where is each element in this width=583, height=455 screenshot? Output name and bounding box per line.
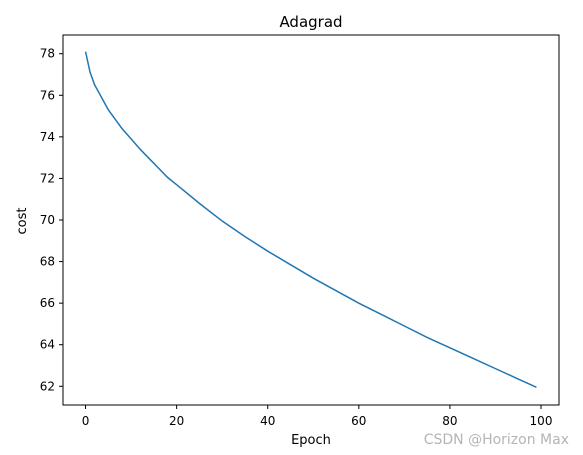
x-tick-label: 0 [82, 414, 90, 428]
chart-title: Adagrad [279, 13, 342, 31]
x-tick-label: 20 [169, 414, 184, 428]
x-axis-label: Epoch [291, 433, 331, 448]
x-tick-label: 100 [530, 414, 553, 428]
y-tick-label: 70 [40, 213, 55, 227]
y-axis-label: cost [15, 208, 30, 235]
y-tick-label: 64 [40, 338, 55, 352]
plot-area [62, 34, 560, 406]
y-tick-label: 74 [40, 130, 55, 144]
y-tick-label: 78 [40, 47, 55, 61]
cost-line-series [84, 51, 537, 389]
y-tick-label: 66 [40, 296, 55, 310]
x-axis-ticks: 0 20 40 60 80 100 [82, 405, 553, 428]
y-tick-label: 76 [40, 88, 55, 102]
x-tick-label: 60 [351, 414, 366, 428]
watermark-text: CSDN @Horizon Max [423, 432, 569, 448]
y-tick-label: 72 [40, 171, 55, 185]
x-tick-label: 40 [260, 414, 275, 428]
y-axis-ticks: 62 64 66 68 70 72 74 76 78 [40, 47, 63, 393]
y-tick-label: 68 [40, 255, 55, 269]
x-tick-label: 80 [442, 414, 457, 428]
y-tick-label: 62 [40, 379, 55, 393]
